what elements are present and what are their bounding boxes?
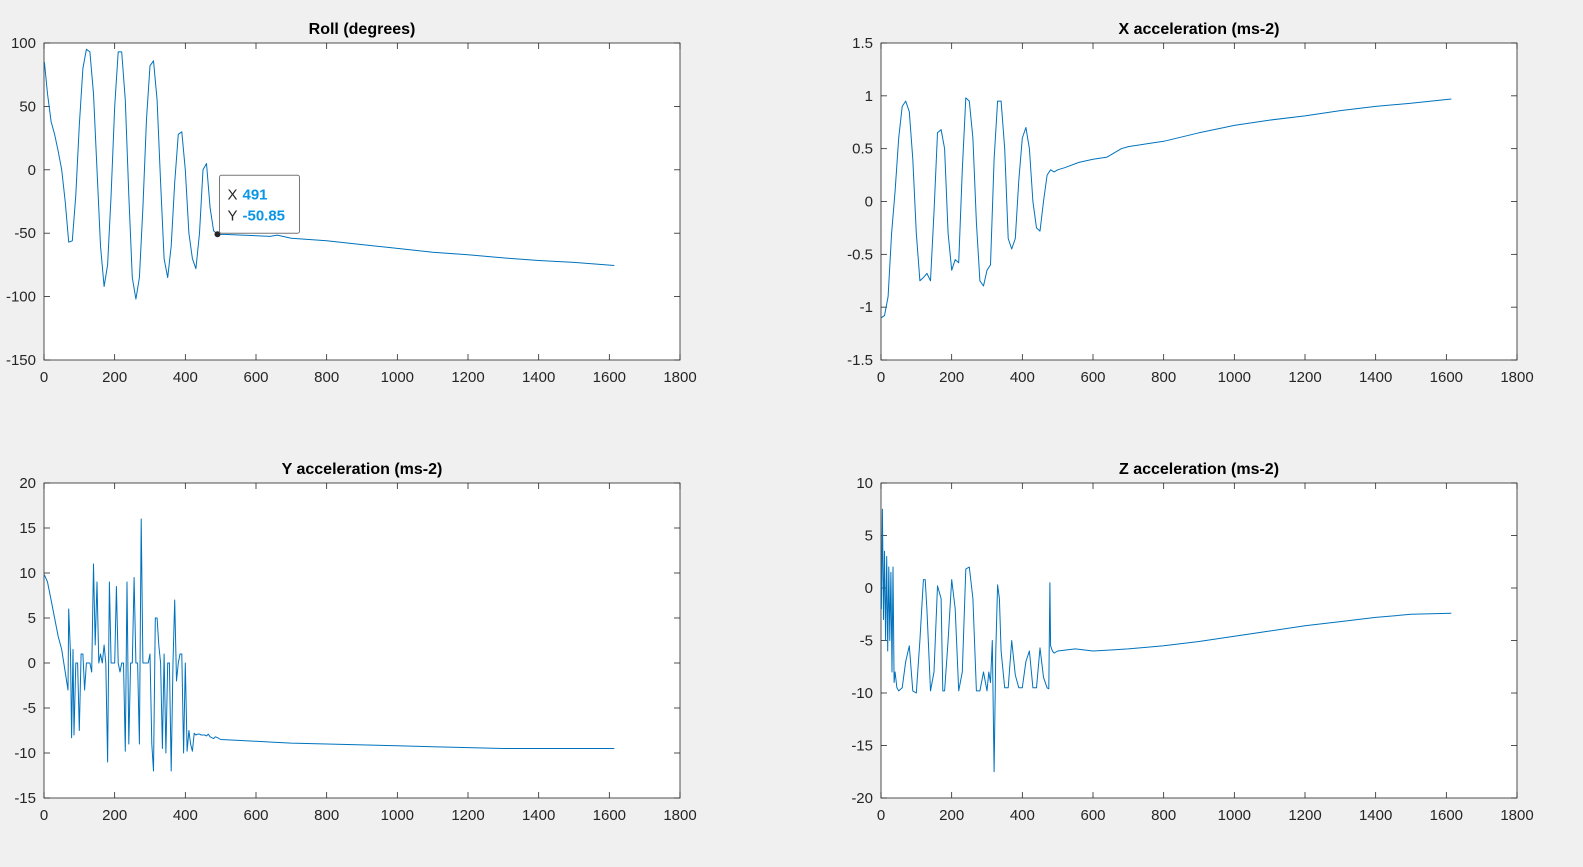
- roll-xtick-label: 800: [314, 369, 339, 386]
- z-acceleration-xtick-label: 200: [939, 807, 964, 824]
- roll-ytick-label: -100: [6, 289, 36, 306]
- y-acceleration-series-line[interactable]: [43, 518, 615, 772]
- z-acceleration-ytick-label: -10: [851, 685, 873, 702]
- x-acceleration-xtick-label: 600: [1080, 369, 1105, 386]
- x-acceleration-xtick-label: 1000: [1218, 369, 1251, 386]
- y-acceleration-xtick-label: 1000: [381, 807, 414, 824]
- z-acceleration-xtick-label: 0: [877, 807, 885, 824]
- x-acceleration-ytick-label: 0: [865, 194, 873, 211]
- x-acceleration-title: X acceleration (ms-2): [1119, 21, 1280, 38]
- x-acceleration-xtick-label: 1400: [1359, 369, 1392, 386]
- x-acceleration-xtick-label: 0: [877, 369, 885, 386]
- y-acceleration-ytick-label: 10: [19, 565, 36, 582]
- x-acceleration-ytick-label: 0.5: [852, 141, 873, 158]
- y-acceleration-axes[interactable]: Y acceleration (ms-2)0 200 400 600 800 1000 12…: [14, 461, 696, 824]
- roll-series-line[interactable]: [43, 48, 615, 300]
- roll-ytick-label: 100: [11, 35, 36, 52]
- datatip-y-label: Y: [227, 207, 237, 224]
- datatip-x-label: X: [227, 186, 237, 203]
- roll-xtick-label: 400: [173, 369, 198, 386]
- z-acceleration-title: Z acceleration (ms-2): [1119, 461, 1279, 478]
- y-acceleration-ytick-label: -15: [14, 790, 36, 807]
- z-acceleration-ytick-label: -15: [851, 738, 873, 755]
- roll-xtick-label: 1600: [593, 369, 626, 386]
- y-acceleration-xtick-label: 1200: [451, 807, 484, 824]
- x-acceleration-series-line[interactable]: [881, 97, 1452, 319]
- y-acceleration-ytick-label: -5: [23, 700, 36, 717]
- z-acceleration-xtick-label: 1000: [1218, 807, 1251, 824]
- x-acceleration-ytick-label: 1.5: [852, 35, 873, 52]
- x-acceleration-axes[interactable]: X acceleration (ms-2) 0 200 400 600 800 1000 12…: [847, 21, 1534, 386]
- y-acceleration-ytick-label: 15: [19, 520, 36, 537]
- roll-ytick-label: 50: [19, 98, 36, 115]
- roll-xtick-label: 600: [243, 369, 268, 386]
- roll-xtick-label: 0: [40, 369, 48, 386]
- z-acceleration-ytick-label: -5: [860, 633, 873, 650]
- x-acceleration-xtick-label: 800: [1151, 369, 1176, 386]
- y-acceleration-xtick-label: 400: [173, 807, 198, 824]
- x-acceleration-ytick-label: -0.5: [847, 246, 873, 263]
- roll-xtick-label: 1200: [451, 369, 484, 386]
- roll-title: Roll (degrees): [309, 21, 416, 38]
- y-acceleration-title: Y acceleration (ms-2): [282, 461, 443, 478]
- datatip-y-value: -50.85: [242, 207, 285, 224]
- datatip-x-value: 491: [242, 186, 267, 203]
- y-acceleration-xtick-label: 800: [314, 807, 339, 824]
- y-acceleration-xtick-label: 1800: [663, 807, 696, 824]
- z-acceleration-xtick-label: 400: [1010, 807, 1035, 824]
- z-acceleration-ytick-label: -20: [851, 790, 873, 807]
- roll-xtick-label: 200: [102, 369, 127, 386]
- x-acceleration-ytick-label: -1.5: [847, 352, 873, 369]
- z-acceleration-ytick-label: 10: [856, 475, 873, 492]
- roll-datatip-marker[interactable]: [214, 231, 221, 238]
- z-acceleration-xtick-label: 1800: [1500, 807, 1533, 824]
- y-acceleration-ytick-label: 0: [28, 655, 36, 672]
- x-acceleration-plot-area[interactable]: [880, 42, 1518, 361]
- z-acceleration-xtick-label: 800: [1151, 807, 1176, 824]
- z-acceleration-xtick-label: 1600: [1430, 807, 1463, 824]
- z-acceleration-xtick-label: 600: [1080, 807, 1105, 824]
- y-acceleration-xtick-label: 1400: [522, 807, 555, 824]
- roll-xtick-label: 1400: [522, 369, 555, 386]
- z-acceleration-series-line[interactable]: [880, 508, 1452, 773]
- roll-xtick-label: 1000: [381, 369, 414, 386]
- roll-axes[interactable]: Roll (degrees)0 200 400 600 800 1000 1200 1400 1…: [6, 21, 697, 386]
- z-acceleration-axes[interactable]: Z acceleration (ms-2) 0 200 400 600 800 1000 12…: [851, 461, 1533, 824]
- y-acceleration-ytick-label: -10: [14, 745, 36, 762]
- z-acceleration-ytick-label: 0: [865, 580, 873, 597]
- z-acceleration-ytick-label: 5: [865, 528, 873, 545]
- x-acceleration-xtick-label: 400: [1010, 369, 1035, 386]
- z-acceleration-plot-area[interactable]: [880, 482, 1518, 799]
- y-acceleration-ytick-label: 20: [19, 475, 36, 492]
- x-acceleration-xtick-label: 1200: [1288, 369, 1321, 386]
- roll-plot-area[interactable]: [43, 42, 681, 361]
- y-acceleration-ytick-label: 5: [28, 610, 36, 627]
- y-acceleration-xtick-label: 600: [243, 807, 268, 824]
- y-acceleration-xtick-label: 1600: [593, 807, 626, 824]
- x-acceleration-xtick-label: 1600: [1430, 369, 1463, 386]
- x-acceleration-xtick-label: 1800: [1500, 369, 1533, 386]
- roll-datatip-box[interactable]: [218, 174, 300, 234]
- roll-ytick-label: -50: [14, 225, 36, 242]
- z-acceleration-xtick-label: 1400: [1359, 807, 1392, 824]
- x-acceleration-ytick-label: -1: [860, 299, 873, 316]
- y-acceleration-plot-area[interactable]: [43, 482, 681, 799]
- z-acceleration-xtick-label: 1200: [1288, 807, 1321, 824]
- roll-ytick-label: 0: [28, 162, 36, 179]
- y-acceleration-xtick-label: 0: [40, 807, 48, 824]
- roll-ytick-label: -150: [6, 352, 36, 369]
- roll-xtick-label: 1800: [663, 369, 696, 386]
- y-acceleration-xtick-label: 200: [102, 807, 127, 824]
- x-acceleration-xtick-label: 200: [939, 369, 964, 386]
- x-acceleration-ytick-label: 1: [865, 88, 873, 105]
